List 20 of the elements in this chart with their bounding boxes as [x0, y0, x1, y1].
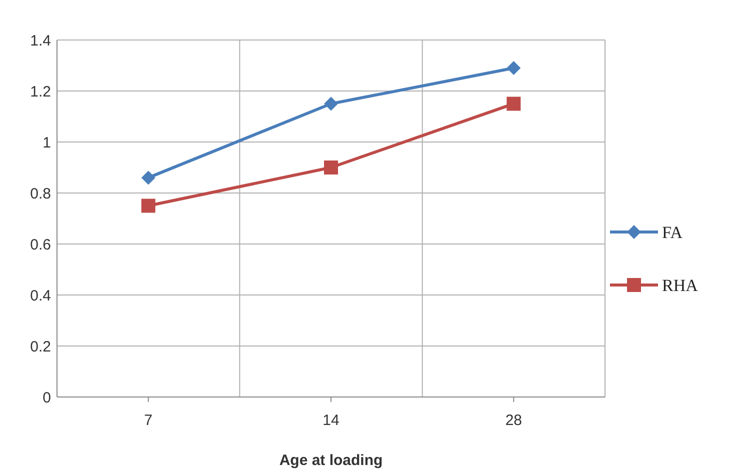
y-tick-label: 1.4	[30, 32, 51, 50]
y-tick-label: 0.8	[30, 185, 51, 202]
legend-label: RHA	[662, 276, 699, 295]
x-tick-label: 28	[505, 412, 522, 429]
y-tick-label: 0.4	[30, 287, 51, 304]
point	[141, 198, 156, 213]
y-tick-label: 0.2	[30, 338, 51, 356]
point	[324, 96, 338, 111]
point	[506, 61, 521, 76]
x-tick-label: 7	[144, 412, 153, 429]
point	[324, 160, 338, 174]
x-axis-title: Age at loading	[279, 452, 383, 469]
y-tick-label: 0	[42, 389, 51, 406]
y-tick-label: 1	[42, 134, 51, 152]
legend-label: FA	[662, 222, 684, 242]
y-tick-label: 1.2	[30, 83, 51, 100]
point	[506, 96, 521, 111]
x-tick-label: 14	[322, 412, 340, 429]
y-tick-label: 0.6	[30, 236, 51, 254]
point	[141, 170, 156, 185]
